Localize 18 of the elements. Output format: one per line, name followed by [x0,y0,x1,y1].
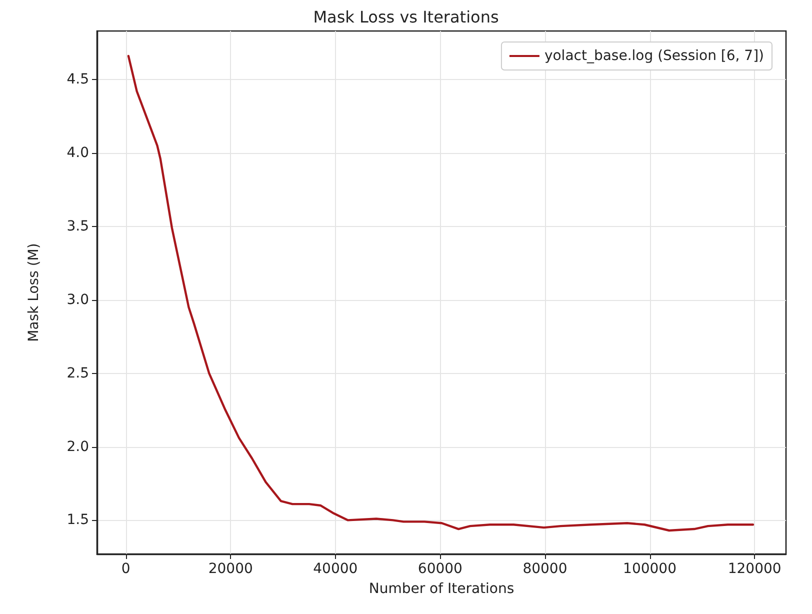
y-tick-label: 4.5 [66,71,89,88]
x-tick-label: 20000 [208,561,253,577]
x-tick-label: 80000 [522,561,568,577]
y-axis-title: Mask Loss (M) [26,243,42,342]
y-tick-label: 2.0 [66,438,89,455]
y-tick-label: 3.5 [66,218,89,234]
x-axis-title: Number of Iterations [368,581,514,597]
x-tick-label: 120000 [728,561,782,577]
chart-title: Mask Loss vs Iterations [313,8,499,26]
legend-label: yolact_base.log (Session [6, 7]) [544,48,764,64]
x-tick-label: 100000 [623,561,676,577]
x-tick-label: 0 [121,561,130,577]
x-tick-label: 60000 [418,561,462,577]
y-tick-label: 2.5 [66,365,89,382]
y-tick-label: 3.0 [66,292,89,308]
y-tick-label: 1.5 [66,512,89,528]
y-tick-label: 4.0 [66,144,89,161]
x-tick-label: 40000 [313,561,358,577]
